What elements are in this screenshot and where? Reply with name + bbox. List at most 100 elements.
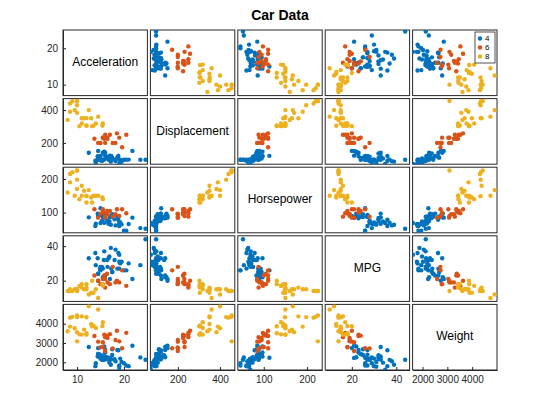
- point: [109, 246, 113, 250]
- point: [65, 190, 69, 194]
- point: [170, 207, 174, 211]
- point: [90, 124, 94, 128]
- point: [68, 101, 72, 105]
- point: [156, 360, 160, 364]
- point: [350, 131, 354, 135]
- point: [73, 194, 77, 198]
- point: [339, 116, 343, 120]
- point: [80, 184, 84, 188]
- point: [339, 194, 343, 198]
- point: [250, 57, 254, 61]
- legend-box: [475, 32, 495, 63]
- point: [260, 150, 264, 154]
- point: [138, 226, 142, 230]
- point: [290, 77, 294, 81]
- tick-mark: [352, 367, 353, 370]
- panel-frame: [325, 30, 409, 96]
- point: [447, 289, 451, 293]
- point: [343, 211, 347, 215]
- axis-line: [238, 370, 322, 371]
- point: [370, 33, 374, 37]
- point: [159, 217, 163, 221]
- point: [288, 90, 292, 94]
- y-axis: 1020: [47, 31, 66, 97]
- point: [403, 358, 407, 362]
- point: [84, 200, 88, 204]
- point: [186, 331, 190, 335]
- point: [186, 284, 190, 288]
- point: [159, 66, 163, 70]
- point: [101, 340, 105, 344]
- point: [102, 258, 106, 262]
- panel: Displacement: [150, 99, 234, 165]
- point: [112, 258, 116, 262]
- point: [275, 324, 279, 328]
- point: [456, 197, 460, 201]
- point: [91, 291, 95, 295]
- panel: 2000300040001020: [36, 304, 148, 385]
- point: [327, 307, 331, 311]
- point: [90, 324, 94, 328]
- point: [124, 211, 128, 215]
- point: [84, 123, 88, 127]
- point: [459, 111, 463, 115]
- point: [181, 69, 185, 73]
- point: [176, 338, 180, 342]
- point: [68, 110, 72, 114]
- point: [461, 51, 465, 55]
- panel: [325, 167, 409, 233]
- point: [241, 237, 245, 241]
- point: [275, 123, 279, 127]
- point: [256, 285, 260, 289]
- point: [170, 346, 174, 350]
- point: [150, 368, 153, 370]
- point: [367, 55, 371, 59]
- tick-label: 20: [347, 374, 359, 385]
- point: [162, 353, 166, 357]
- point: [95, 354, 99, 358]
- point: [267, 356, 271, 360]
- point: [176, 346, 180, 350]
- tick-label: 4000: [462, 374, 485, 385]
- point: [361, 55, 365, 59]
- point: [343, 320, 347, 324]
- point: [143, 227, 147, 231]
- panel: 468: [411, 29, 497, 95]
- point: [283, 315, 287, 319]
- point: [197, 81, 201, 85]
- point: [279, 332, 283, 336]
- point: [198, 291, 202, 295]
- point: [93, 159, 97, 163]
- point: [216, 180, 220, 184]
- point: [111, 214, 115, 218]
- point: [361, 55, 365, 59]
- point: [84, 315, 88, 319]
- point: [421, 259, 425, 263]
- point: [291, 292, 295, 296]
- point: [442, 277, 446, 281]
- point: [356, 137, 360, 141]
- tick-mark: [124, 367, 125, 370]
- point: [80, 314, 84, 318]
- point: [336, 339, 340, 343]
- points: [327, 304, 407, 370]
- point: [163, 215, 167, 219]
- point: [291, 108, 295, 112]
- point: [291, 73, 295, 77]
- point: [339, 75, 343, 79]
- point: [218, 73, 222, 77]
- point: [379, 73, 383, 77]
- point: [466, 180, 470, 184]
- point: [241, 158, 245, 162]
- point: [446, 62, 450, 66]
- legend-marker: [478, 36, 482, 40]
- point: [84, 194, 88, 198]
- point: [332, 108, 336, 112]
- point: [90, 278, 94, 282]
- point: [224, 82, 228, 86]
- point: [95, 256, 99, 260]
- point: [385, 364, 389, 368]
- point: [154, 263, 158, 267]
- panel-frame: [238, 99, 322, 165]
- point: [154, 226, 158, 230]
